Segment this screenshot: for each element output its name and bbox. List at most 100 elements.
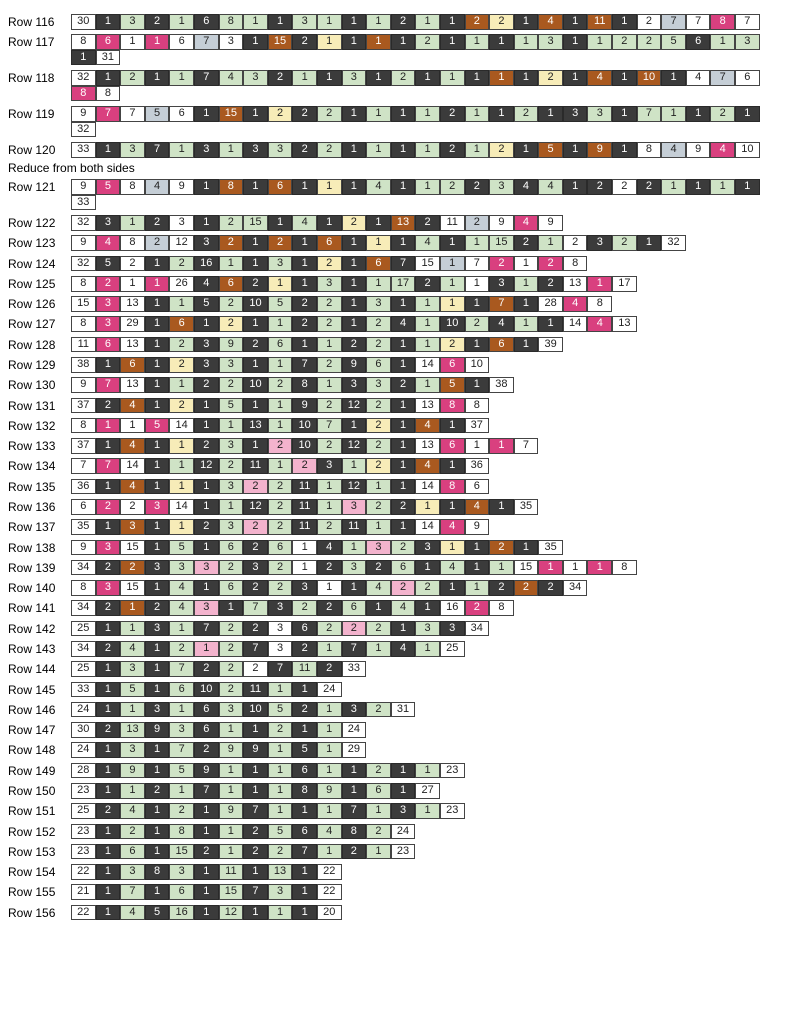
stitch-count-cell: 14: [169, 417, 194, 434]
stitch-count-cell: 1: [144, 803, 170, 819]
stitch-count-cell: 23: [71, 823, 96, 840]
stitch-count-cell: 1: [439, 499, 465, 515]
stitch-count-cell: 11: [292, 519, 317, 535]
stitch-count-cell: 1: [144, 397, 170, 414]
stitch-count-cell: 15: [71, 296, 96, 312]
stitch-count-cell: 2: [292, 106, 317, 122]
stitch-count-cell: 6: [267, 336, 293, 353]
stitch-count-cell: 30: [71, 14, 96, 30]
stitch-count-cell: 10: [636, 70, 662, 86]
pattern-row: Row 150 23 1 1 2 1 7 1 1 1 8 9 1 6 1 27: [8, 782, 783, 799]
stitch-count-cell: 2: [243, 620, 268, 637]
stitch-count-cell: 1: [366, 34, 391, 50]
stitch-count-cell: 1: [415, 70, 440, 86]
stitch-count-cell: 1: [193, 580, 219, 596]
stitch-count-cell: 1: [243, 904, 268, 921]
stitch-count-cell: 2: [267, 478, 293, 495]
stitch-count-cell: 2: [316, 661, 342, 677]
stitch-count-cell: 1: [415, 377, 440, 393]
stitch-count-cell: 10: [735, 141, 760, 158]
stitch-count-cell: 4: [685, 70, 711, 86]
stitch-count-cell: 3: [95, 215, 121, 231]
stitch-count-cell: 3: [390, 803, 416, 819]
stitch-count-cell: 31: [390, 701, 416, 718]
stitch-count-cell: 7: [685, 14, 711, 30]
stitch-count-cell: 1: [316, 215, 342, 231]
stitch-count-cell: 1: [243, 235, 268, 251]
stitch-count-cell: 3: [120, 519, 145, 535]
stitch-count-cell: 5: [538, 141, 563, 158]
stitch-count-cell: 1: [341, 417, 367, 434]
stitch-count-cell: 5: [218, 397, 244, 414]
pattern-row: Row 117 8 6 1 1 6 7 3 1 15 2 1 1 1 1 2 1 1 1 1 3 1 1 2 2 5 6 1 3 1 31: [8, 34, 783, 66]
stitch-count-cell: 6: [316, 235, 342, 251]
stitch-count-cell: 1: [415, 559, 440, 576]
stitch-count-cell: 1: [366, 215, 391, 231]
stitch-count-cell: 8: [439, 397, 465, 414]
stitch-count-cell: 3: [120, 661, 145, 677]
stitch-count-cell: 3: [169, 215, 194, 231]
stitch-count-cell: 1: [267, 681, 293, 698]
stitch-count-cell: 29: [341, 742, 367, 758]
stitch-count-cell: 1: [120, 620, 145, 637]
pattern-row: Row 128 11 6 13 1 2 3 9 2 6 1 1 2 2 1 1 2 1 6 1 39: [8, 336, 783, 353]
stitch-count-cell: 3: [120, 742, 145, 758]
stitch-count-cell: 2: [316, 357, 342, 373]
row-cells: 9 3 15 1 5 1 6 2 6 1 4 1 3 2 3 1 1 2 1 35: [71, 539, 783, 556]
pattern-row: Row 146 24 1 1 3 1 6 3 10 5 2 1 3 2 31: [8, 701, 783, 718]
row-label: Row 116: [8, 15, 55, 29]
stitch-count-cell: 6: [735, 70, 760, 86]
stitch-count-cell: 1: [390, 762, 416, 779]
stitch-count-cell: 10: [292, 438, 317, 454]
row-label: Row 124: [8, 256, 56, 271]
stitch-count-cell: 6: [464, 478, 490, 495]
stitch-count-cell: 7: [341, 640, 367, 657]
stitch-count-cell: 8: [71, 417, 96, 434]
stitch-count-cell: 1: [144, 519, 170, 535]
stitch-count-cell: 2: [193, 438, 219, 454]
stitch-count-cell: 4: [562, 296, 588, 312]
stitch-count-cell: 2: [316, 519, 342, 535]
row-label: Row 151: [8, 804, 56, 819]
stitch-count-cell: 1: [267, 458, 293, 475]
stitch-count-cell: 1: [218, 141, 244, 158]
stitch-count-cell: 7: [243, 884, 268, 900]
row-cells: 34 2 4 1 2 1 2 7 3 2 1 7 1 4 1 25: [71, 640, 783, 657]
stitch-count-cell: 2: [587, 179, 613, 195]
stitch-count-cell: 1: [267, 742, 293, 758]
stitch-count-cell: 1: [513, 70, 539, 86]
stitch-count-cell: 2: [95, 559, 121, 576]
stitch-count-cell: 1: [316, 843, 342, 860]
stitch-count-cell: 34: [71, 559, 96, 576]
stitch-count-cell: 2: [120, 499, 145, 515]
stitch-count-cell: 15: [243, 215, 268, 231]
stitch-count-cell: 2: [218, 235, 244, 251]
stitch-count-cell: 1: [439, 70, 465, 86]
stitch-count-cell: 2: [169, 640, 194, 657]
row-label: Row 132: [8, 418, 56, 433]
stitch-count-cell: 1: [390, 141, 416, 158]
stitch-count-cell: 5: [95, 255, 121, 272]
row-label: Row 139: [8, 560, 56, 575]
stitch-count-cell: 1: [489, 438, 514, 454]
stitch-count-cell: 2: [243, 823, 268, 840]
stitch-count-cell: 22: [71, 864, 96, 880]
stitch-count-cell: 1: [489, 559, 514, 576]
stitch-count-cell: 4: [390, 600, 416, 616]
stitch-count-cell: 2: [316, 559, 342, 576]
stitch-count-cell: 1: [316, 722, 342, 738]
stitch-count-cell: 2: [95, 499, 121, 515]
stitch-count-cell: 2: [513, 235, 539, 251]
row-label: Row 145: [8, 682, 56, 697]
stitch-count-cell: 2: [464, 215, 490, 231]
stitch-count-cell: 37: [464, 417, 490, 434]
stitch-count-cell: 9: [169, 179, 194, 195]
stitch-count-cell: 2: [267, 235, 293, 251]
stitch-count-cell: 7: [193, 782, 219, 799]
pattern-row: Row 138 9 3 15 1 5 1 6 2 6 1 4 1 3 2 3 1 1 2 1 35: [8, 539, 783, 556]
stitch-count-cell: 7: [661, 14, 686, 30]
stitch-count-cell: 8: [292, 377, 317, 393]
stitch-count-cell: 6: [489, 336, 514, 353]
stitch-count-cell: 1: [513, 275, 539, 292]
stitch-count-cell: 21: [71, 884, 96, 900]
